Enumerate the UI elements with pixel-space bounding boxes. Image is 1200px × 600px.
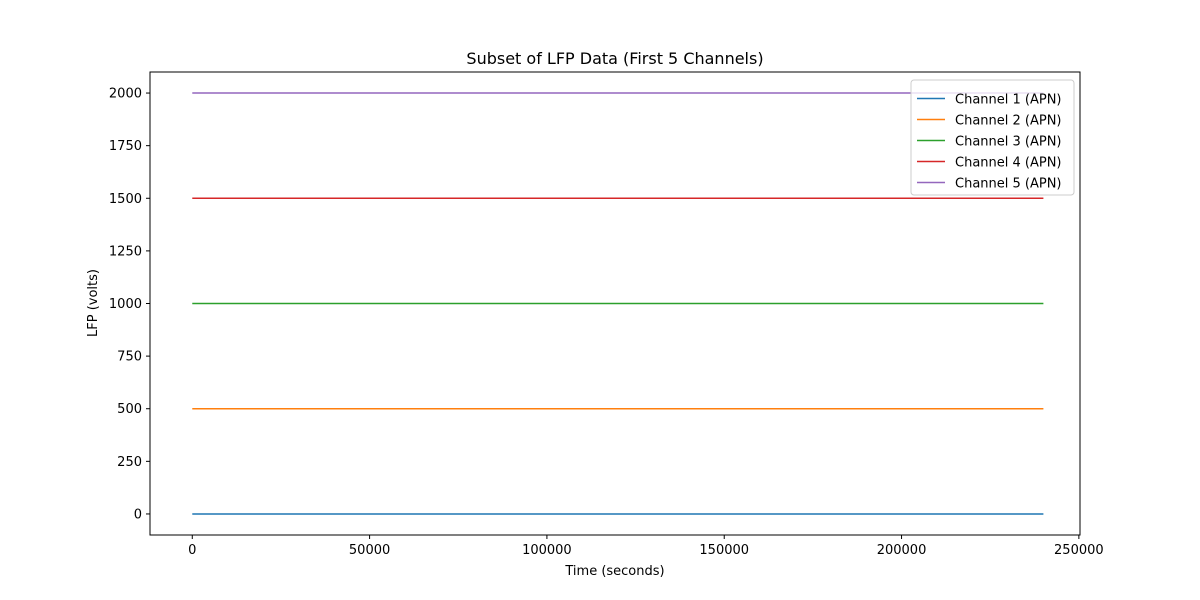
x-tick-label: 150000 (699, 543, 749, 558)
x-tick-label: 100000 (522, 543, 572, 558)
x-tick-label: 50000 (349, 543, 390, 558)
legend-label-channel-5: Channel 5 (APN) (955, 177, 1062, 192)
y-axis-label: LFP (volts) (86, 269, 101, 337)
series-layer (192, 92, 1044, 515)
y-tick-label: 0 (134, 507, 142, 522)
legend-label-channel-1: Channel 1 (APN) (955, 93, 1062, 108)
x-tick-label: 0 (188, 543, 196, 558)
legend: Channel 1 (APN) Channel 2 (APN) Channel 3 … (910, 79, 1075, 196)
x-tick-label: 250000 (1054, 543, 1104, 558)
y-tick-label: 750 (117, 350, 142, 365)
legend-label-channel-3: Channel 3 (APN) (955, 135, 1062, 150)
x-axis-label: Time (seconds) (564, 564, 664, 579)
y-tick-label: 2000 (109, 87, 142, 102)
legend-box (910, 79, 1075, 196)
y-axis: 0 250 500 750 1000 1250 1500 1750 2000 (109, 87, 150, 522)
x-tick-label: 200000 (877, 543, 927, 558)
legend-label-channel-4: Channel 4 (APN) (955, 156, 1062, 171)
chart-title: Subset of LFP Data (First 5 Channels) (466, 49, 763, 68)
y-tick-label: 1500 (109, 192, 142, 207)
legend-label-channel-2: Channel 2 (APN) (955, 114, 1062, 129)
y-tick-label: 500 (117, 402, 142, 417)
y-tick-label: 250 (117, 455, 142, 470)
y-tick-label: 1000 (109, 297, 142, 312)
x-axis: 0 50000 100000 150000 200000 250000 (188, 535, 1104, 558)
y-tick-label: 1750 (109, 139, 142, 154)
y-tick-label: 1250 (109, 244, 142, 259)
